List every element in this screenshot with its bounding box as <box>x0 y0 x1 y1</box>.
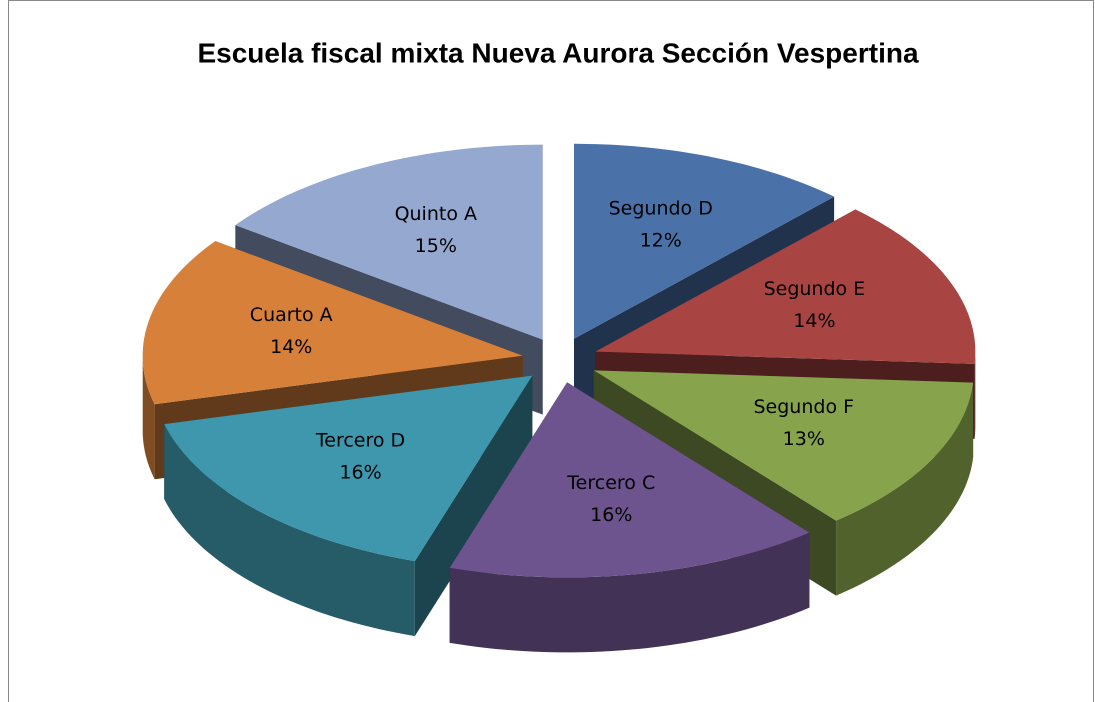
slice-value: 16% <box>339 461 381 483</box>
slice-label: Quinto A <box>395 203 477 225</box>
slice <box>595 209 976 364</box>
slice <box>142 241 523 405</box>
slice-value: 13% <box>783 428 825 450</box>
pie: Segundo D 12% Quinto A 15% Segundo E 14% Cuart… <box>142 143 976 653</box>
chart-title: Escuela fiscal mixta Nueva Aurora Secció… <box>197 37 918 68</box>
slice-side <box>449 532 810 653</box>
slice-value: 12% <box>640 229 682 251</box>
slice-side <box>836 382 974 596</box>
slice-side <box>164 424 415 637</box>
slice <box>449 382 810 578</box>
slice-label: Tercero C <box>566 472 655 494</box>
slice <box>573 143 835 339</box>
slice <box>593 370 974 521</box>
slice-label: Segundo F <box>753 396 854 418</box>
slice-label: Tercero D <box>315 429 405 451</box>
slice-value: 14% <box>793 310 835 332</box>
slice-label: Cuarto A <box>250 304 333 326</box>
slice-value: 16% <box>590 504 632 526</box>
slice <box>164 375 533 562</box>
slice-value: 15% <box>415 235 457 257</box>
slice-value: 14% <box>270 336 312 358</box>
slice-label: Segundo E <box>764 278 866 300</box>
slice-side <box>974 350 976 439</box>
slice <box>235 144 543 340</box>
slice-label: Segundo D <box>609 197 713 219</box>
slice-side <box>142 353 155 480</box>
chart-border <box>8 0 1094 702</box>
